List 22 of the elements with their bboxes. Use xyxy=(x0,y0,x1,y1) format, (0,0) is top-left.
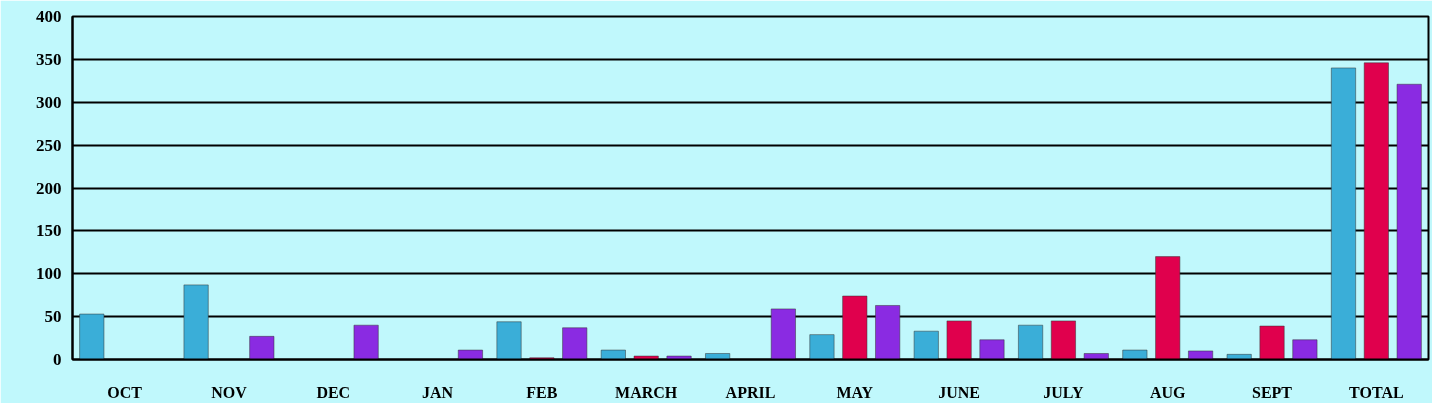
y-tick-label: 350 xyxy=(36,49,62,69)
x-tick-label: AUG xyxy=(1149,383,1187,401)
y-tick-label: 400 xyxy=(36,7,62,26)
x-tick-label: SEPT xyxy=(1252,383,1293,401)
x-tick-label: MARCH xyxy=(615,383,678,401)
y-tick-label: 0 xyxy=(53,350,62,369)
y-tick-label: 250 xyxy=(36,135,62,155)
y-tick-label: 200 xyxy=(36,178,62,198)
x-tick-label: FEB xyxy=(526,383,558,401)
x-tick-label: JUNE xyxy=(938,383,981,401)
x-tick-label: JAN xyxy=(422,383,454,401)
x-tick-label: OCT xyxy=(107,383,143,401)
x-tick-label: TOTAL xyxy=(1349,383,1404,401)
x-tick-label: DEC xyxy=(316,383,351,401)
y-tick-label: 50 xyxy=(44,307,62,327)
y-tick-label: 150 xyxy=(36,221,62,241)
y-tick-label: 300 xyxy=(36,92,62,112)
x-tick-label: APRIL xyxy=(725,383,776,401)
y-tick-label: 100 xyxy=(36,264,62,284)
x-tick-label: JULY xyxy=(1043,383,1085,401)
x-tick-label: MAY xyxy=(836,383,874,401)
x-tick-label: NOV xyxy=(211,383,248,401)
